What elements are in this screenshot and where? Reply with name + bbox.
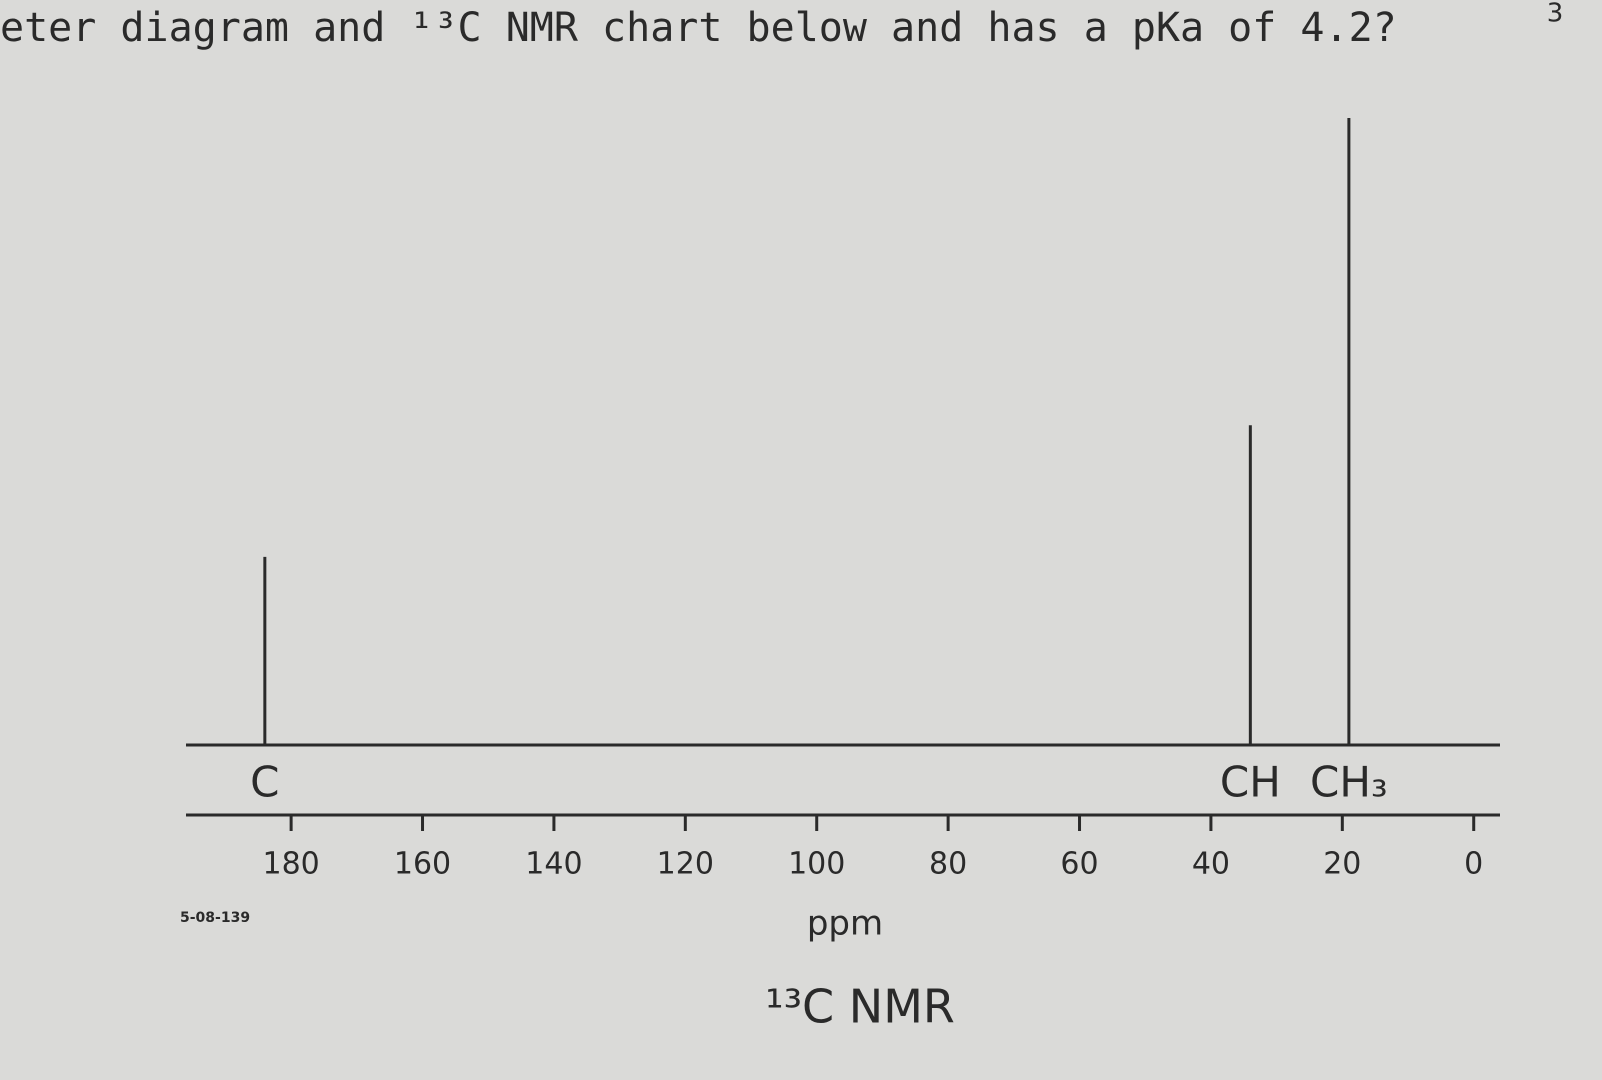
x-tick-label: 140 (525, 847, 582, 882)
x-tick-label: 120 (657, 847, 714, 882)
x-tick-label: 60 (1060, 847, 1098, 882)
page-number: 3 (1547, 0, 1564, 29)
x-tick-label: 20 (1323, 847, 1361, 882)
x-tick-label: 100 (788, 847, 845, 882)
x-tick-label: 160 (394, 847, 451, 882)
annotation: 5-08-139 (180, 910, 250, 926)
x-tick-label: 80 (929, 847, 967, 882)
x-tick-label: 0 (1464, 847, 1483, 882)
x-tick-label: 40 (1192, 847, 1230, 882)
x-axis-label: ppm (807, 904, 883, 944)
peak-label: CH₃ (1310, 758, 1388, 807)
x-tick-label: 180 (262, 847, 319, 882)
chart-title: ¹³C NMR (765, 980, 955, 1034)
peak-label: C (250, 758, 279, 807)
question-text: eter diagram and ¹³C NMR chart below and… (0, 5, 1397, 51)
peak-label: CH (1220, 758, 1281, 807)
